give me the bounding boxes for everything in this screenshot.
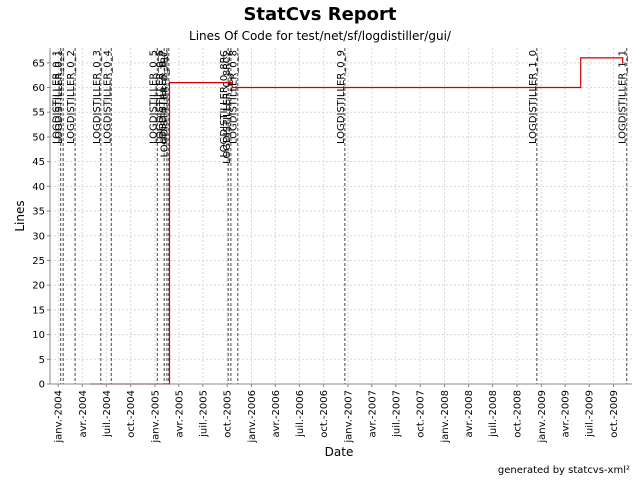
x-tick-label: avr.-2008: [464, 390, 475, 437]
data-point: [622, 62, 624, 64]
data-point: [580, 57, 582, 59]
y-tick-label: 35: [32, 207, 45, 218]
x-tick-label: avr.-2006: [271, 390, 282, 437]
x-tick-label: janv.-2007: [344, 390, 355, 444]
x-tick-label: avr.-2009: [561, 390, 572, 437]
release-marker-label: LOGDISTILLER_0_1: [52, 50, 63, 144]
release-marker-label: LOGDISTILLER_0_6: [155, 50, 166, 144]
data-point: [168, 81, 171, 84]
release-marker-label: LOGDISTILLER_0_8: [229, 50, 240, 144]
axis-layer: 0 5 10 15 20 25 30 35 40 45 50 55 60 65 janv.-2004 avr.…: [32, 48, 632, 444]
y-tick-label: 20: [32, 281, 45, 292]
release-marker-label: LOGDISTILLER_0_2: [66, 50, 77, 144]
x-tick-label: oct.-2008: [512, 390, 523, 438]
x-tick-label: oct.-2004: [126, 390, 137, 438]
x-tick-label: juil.-2006: [295, 390, 306, 438]
release-marker-label: LOGDISTILLER_0_9: [336, 50, 347, 144]
y-tick-label: 5: [39, 355, 45, 366]
release-marker-label: LOGDISTILLER_0_7RC: [160, 50, 171, 157]
x-axis-label: Date: [325, 445, 354, 459]
x-tick-label: janv.-2009: [537, 390, 548, 444]
x-tick-label: avr.-2005: [174, 390, 185, 437]
y-axis-label: Lines: [13, 200, 27, 231]
generator-footer: generated by statcvs-xml²: [497, 465, 630, 476]
x-tick-label: avr.-2007: [367, 390, 378, 437]
x-tick-label: avr.-2004: [78, 390, 89, 437]
x-tick-label: juil.-2007: [391, 390, 402, 438]
chart-subtitle: Lines Of Code for test/net/sf/logdistill…: [189, 29, 451, 43]
x-tick-label: oct.-2005: [223, 390, 234, 438]
data-point: [231, 86, 233, 89]
y-tick-label: 10: [32, 330, 45, 341]
chart-title: StatCvs Report: [243, 4, 397, 25]
y-tick-label: 55: [32, 108, 45, 119]
y-tick-label: 50: [32, 132, 45, 143]
release-marker-label: LOGDISTILLER_0_8RC: [219, 50, 230, 157]
x-tick-label: juil.-2008: [488, 390, 499, 438]
x-tick-label: janv.-2005: [150, 390, 161, 444]
y-tick-label: 40: [32, 182, 45, 193]
data-point: [231, 81, 233, 84]
release-marker-label: LOGDISTILLER_0_3: [92, 50, 103, 144]
y-tick-label: 15: [32, 305, 45, 316]
release-marker-label: LOGDISTILLER_1_0: [528, 50, 539, 144]
release-marker-label: LOGDISTILLER_0_5: [148, 50, 159, 144]
release-marker-label: LOGDISTILLER_0_7: [158, 50, 169, 144]
y-tick-label: 65: [32, 58, 45, 69]
release-marker-label: LOGDISTILLER_0_1: [54, 50, 65, 144]
x-tick-label: janv.-2006: [247, 390, 258, 444]
data-point: [622, 57, 624, 59]
x-tick-label: oct.-2009: [609, 390, 620, 438]
x-tick-label: juil.-2009: [585, 390, 596, 438]
x-tick-label: janv.-2004: [54, 390, 65, 444]
y-tick-label: 45: [32, 157, 45, 168]
y-tick-label: 0: [39, 380, 45, 391]
data-point: [580, 86, 582, 89]
release-marker-label: LOGDISTILLER_0_4: [102, 50, 113, 144]
x-tick-label: janv.-2008: [440, 390, 451, 444]
grid-layer: [50, 48, 632, 385]
x-tick-label: oct.-2007: [416, 390, 427, 438]
x-tick-label: oct.-2006: [319, 390, 330, 438]
x-tick-label: juil.-2005: [198, 390, 209, 438]
release-marker-label: LOGDISTILLER_0_8RC2: [222, 50, 233, 164]
y-tick-label: 30: [32, 231, 45, 242]
release-marker-label: LOGDISTILLER_1_1: [618, 50, 629, 144]
x-tick-label: juil.-2004: [102, 390, 113, 438]
y-tick-label: 60: [32, 83, 45, 94]
y-tick-label: 25: [32, 256, 45, 267]
